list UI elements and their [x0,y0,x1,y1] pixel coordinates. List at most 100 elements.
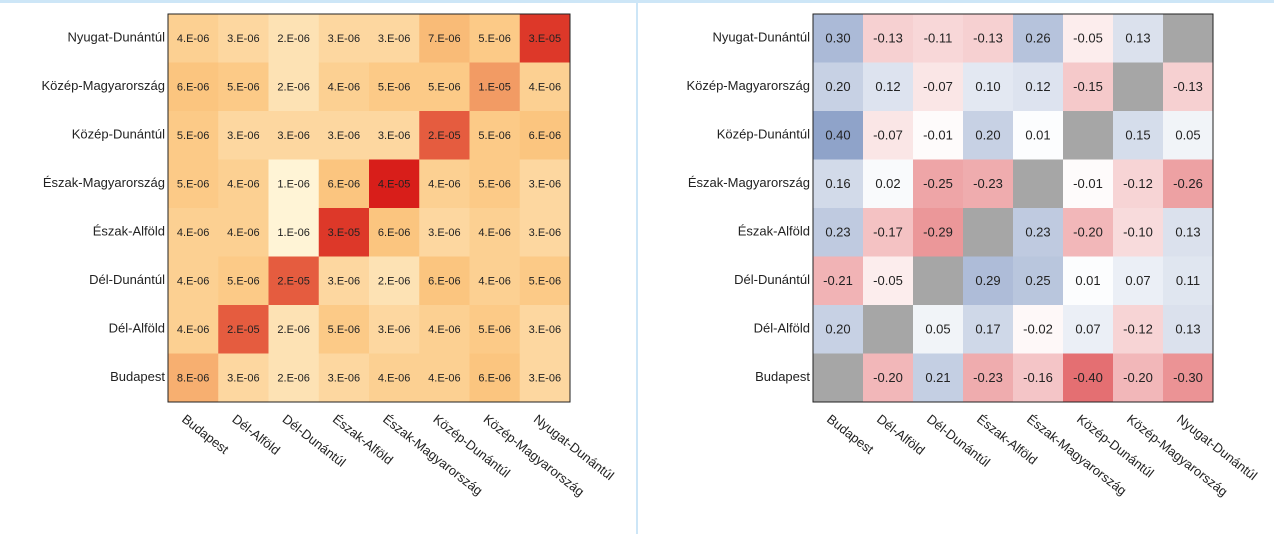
cell [863,14,914,63]
cell [1063,208,1114,257]
cell [318,256,370,306]
cell-label: 3.E-05 [328,227,360,239]
cell [469,62,521,112]
cell-label: 3.E-05 [529,33,561,45]
cell-label: 6.E-06 [177,82,209,94]
cell [419,62,470,112]
cell [419,14,470,63]
cell-label: 0.30 [825,31,850,46]
cell [469,353,521,403]
empty-cell [963,208,1014,257]
row-label: Budapest [110,369,165,384]
cell [863,111,914,160]
cell-label: 3.E-06 [529,179,561,191]
cell [1063,305,1114,354]
cell-label: 5.E-06 [478,179,510,191]
cell [168,111,219,160]
row-label: Dél-Alföld [754,321,810,336]
empty-cell [1013,159,1064,209]
cell [1163,111,1214,160]
divider [636,0,638,534]
cell [913,62,964,112]
cell-label: 3.E-06 [529,324,561,336]
cell [168,353,219,403]
cell [218,159,269,209]
cell-label: -0.30 [1173,370,1203,385]
cell-label: 4.E-06 [428,373,460,385]
cell [268,159,320,209]
cell-label: 3.E-06 [328,33,360,45]
cell [168,256,219,306]
cell [1013,353,1064,403]
cell-label: 5.E-06 [378,82,410,94]
cell-label: 0.23 [1025,225,1050,240]
cell [1013,208,1064,257]
cell [1113,14,1164,63]
cell [469,14,521,63]
cell [1163,62,1214,112]
cell-label: -0.20 [1123,370,1153,385]
cell-label: 4.E-06 [428,179,460,191]
cell [963,305,1014,354]
cell [913,14,964,63]
cell-label: -0.05 [873,273,903,288]
row-label: Nyugat-Dunántúl [67,30,165,45]
cell [519,305,571,354]
cell-label: 0.17 [975,322,1000,337]
cell-label: 3.E-06 [378,33,410,45]
cell-label: 7.E-06 [428,33,460,45]
cell [963,159,1014,209]
row-label: Észak-Magyarország [43,175,165,190]
cell [369,208,420,257]
cell [519,111,571,160]
cell [318,111,370,160]
cell [369,159,420,209]
empty-cell [1113,62,1164,112]
cell [168,14,219,63]
cell [1163,305,1214,354]
cell-label: 0.07 [1125,273,1150,288]
cell [318,208,370,257]
cell [318,159,370,209]
cell-label: -0.12 [1123,176,1153,191]
cell [218,305,269,354]
cell-label: 8.E-06 [177,373,209,385]
cell-label: 0.26 [1025,31,1050,46]
cell [1013,111,1064,160]
cell-label: -0.13 [1173,79,1203,94]
cell [369,111,420,160]
cell-label: 2.E-05 [277,276,309,288]
row-label: Észak-Alföld [93,224,165,239]
cell-label: 0.40 [825,128,850,143]
cell [519,14,571,63]
cell-label: 4.E-05 [378,179,410,191]
cell-label: 6.E-06 [328,179,360,191]
cell-label: -0.15 [1073,79,1103,94]
cell [863,159,914,209]
cell-label: 6.E-06 [529,130,561,142]
cell-label: 0.20 [975,128,1000,143]
cell-label: 2.E-05 [428,130,460,142]
cell-label: 3.E-06 [428,227,460,239]
cell [369,305,420,354]
cell-label: -0.12 [1123,322,1153,337]
cell-label: 5.E-06 [177,130,209,142]
row-label: Közép-Dunántúl [72,127,165,142]
cell-label: 4.E-06 [227,227,259,239]
column-label: Dél-Alföld [874,411,928,458]
cell-label: 0.23 [825,225,850,240]
cell-label: -0.02 [1023,322,1053,337]
cell-label: -0.20 [1073,225,1103,240]
cell [268,353,320,403]
cell [863,208,914,257]
row-label: Dél-Dunántúl [734,272,810,287]
cell [419,256,470,306]
cell-label: 2.E-05 [227,324,259,336]
row-label: Közép-Dunántúl [717,127,810,142]
cell [863,353,914,403]
cell [1113,159,1164,209]
cell-label: 0.12 [1025,79,1050,94]
cell [1163,256,1214,306]
row-label: Közép-Magyarország [41,78,165,93]
